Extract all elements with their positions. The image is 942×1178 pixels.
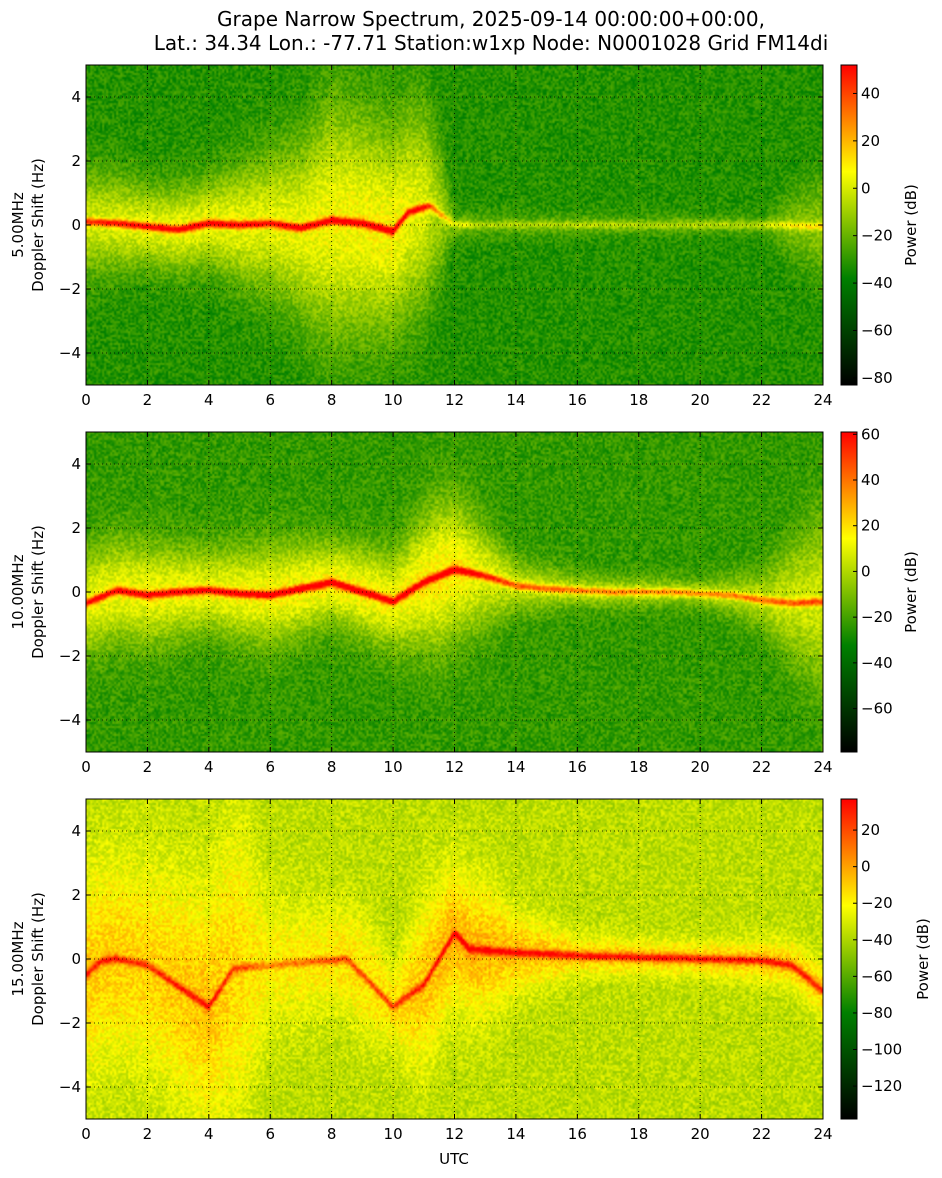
y-tick-label: −2 bbox=[59, 280, 81, 298]
y-tick-label: 4 bbox=[71, 455, 81, 473]
colorbar-gradient bbox=[840, 431, 858, 753]
y-axis-label: Doppler Shift (Hz) bbox=[29, 892, 47, 1026]
x-tick-label: 12 bbox=[445, 391, 464, 409]
figure-title-line-2: Lat.: 34.34 Lon.: -77.71 Station:w1xp No… bbox=[154, 31, 829, 55]
x-axis-label: UTC bbox=[439, 1150, 469, 1168]
colorbar-tick-label: 0 bbox=[861, 562, 871, 580]
x-tick-label: 2 bbox=[143, 391, 153, 409]
x-tick-label: 24 bbox=[813, 391, 832, 409]
y-tick-label: 4 bbox=[71, 822, 81, 840]
y-tick-label: −4 bbox=[59, 711, 81, 729]
colorbar-tick-label: 40 bbox=[861, 471, 880, 489]
y-tick-label: −2 bbox=[59, 647, 81, 665]
colorbar-tick-label: 0 bbox=[861, 858, 871, 876]
colorbar-gradient bbox=[840, 798, 858, 1120]
colorbar-tick-label: 20 bbox=[861, 517, 880, 535]
x-tick-label: 16 bbox=[568, 1125, 587, 1143]
colorbar-tick-label: −60 bbox=[861, 700, 893, 718]
x-tick-label: 14 bbox=[506, 1125, 525, 1143]
colorbar: 40 20 0 −20 −40 −60 −80 Power (dB) bbox=[840, 64, 920, 387]
x-tick-label: 8 bbox=[327, 758, 337, 776]
y-tick-label: 4 bbox=[71, 88, 81, 106]
x-tick-label: 8 bbox=[327, 391, 337, 409]
x-tick-label: 22 bbox=[752, 391, 771, 409]
y-tick-label: −4 bbox=[59, 344, 81, 362]
y-tick-label: −4 bbox=[59, 1078, 81, 1096]
x-tick-label: 6 bbox=[265, 391, 275, 409]
figure-title-line-1: Grape Narrow Spectrum, 2025-09-14 00:00:… bbox=[217, 7, 765, 31]
colorbar-tick-label: −20 bbox=[861, 227, 893, 245]
x-tick-label: 20 bbox=[691, 391, 710, 409]
x-tick-label: 18 bbox=[629, 391, 648, 409]
x-tick-label: 22 bbox=[752, 758, 771, 776]
x-tick-label: 8 bbox=[327, 1125, 337, 1143]
colorbar-tick-label: −20 bbox=[861, 608, 893, 626]
frequency-label: 15.00MHz bbox=[9, 921, 27, 996]
x-tick-label: 0 bbox=[81, 1125, 91, 1143]
x-tick-label: 12 bbox=[445, 1125, 464, 1143]
x-tick-label: 22 bbox=[752, 1125, 771, 1143]
y-tick-label: 2 bbox=[71, 519, 81, 537]
colorbar-label: Power (dB) bbox=[902, 551, 920, 633]
x-tick-label: 6 bbox=[265, 758, 275, 776]
colorbar-tick-label: −80 bbox=[861, 1004, 893, 1022]
x-tick-label: 10 bbox=[384, 758, 403, 776]
x-tick-label: 10 bbox=[384, 1125, 403, 1143]
x-tick-label: 0 bbox=[81, 758, 91, 776]
colorbar-tick-label: 0 bbox=[861, 179, 871, 197]
x-tick-label: 10 bbox=[384, 391, 403, 409]
y-tick-label: 2 bbox=[71, 886, 81, 904]
frequency-label: 10.00MHz bbox=[9, 554, 27, 629]
y-tick-label: 0 bbox=[71, 216, 81, 234]
colorbar-tick-label: −20 bbox=[861, 894, 893, 912]
x-tick-label: 4 bbox=[204, 1125, 214, 1143]
colorbar-tick-label: 20 bbox=[861, 821, 880, 839]
x-tick-label: 20 bbox=[691, 1125, 710, 1143]
y-tick-label: 0 bbox=[71, 583, 81, 601]
x-tick-label: 14 bbox=[506, 758, 525, 776]
colorbar-tick-label: −120 bbox=[861, 1077, 902, 1095]
colorbar-tick-label: −80 bbox=[861, 369, 893, 387]
colorbar: 60 40 20 0 −20 −40 −60 Power (dB) bbox=[840, 425, 920, 753]
x-tick-label: 16 bbox=[568, 758, 587, 776]
x-tick-label: 2 bbox=[143, 758, 153, 776]
colorbar: 20 0 −20 −40 −60 −80 −100 −120 Power (dB) bbox=[840, 798, 932, 1120]
x-tick-label: 0 bbox=[81, 391, 91, 409]
colorbar-tick-label: −40 bbox=[861, 654, 893, 672]
x-tick-label: 16 bbox=[568, 391, 587, 409]
colorbar-tick-label: −60 bbox=[861, 321, 893, 339]
colorbar-label: Power (dB) bbox=[902, 184, 920, 266]
x-tick-label: 4 bbox=[204, 391, 214, 409]
x-tick-label: 18 bbox=[629, 1125, 648, 1143]
x-tick-label: 24 bbox=[813, 758, 832, 776]
x-tick-label: 24 bbox=[813, 1125, 832, 1143]
colorbar-tick-label: 20 bbox=[861, 132, 880, 150]
y-tick-label: 0 bbox=[71, 950, 81, 968]
x-tick-label: 2 bbox=[143, 1125, 153, 1143]
colorbar-gradient bbox=[840, 64, 858, 386]
colorbar-label: Power (dB) bbox=[914, 918, 932, 1000]
x-tick-label: 4 bbox=[204, 758, 214, 776]
y-axis-label: Doppler Shift (Hz) bbox=[29, 525, 47, 659]
colorbar-tick-label: −60 bbox=[861, 967, 893, 985]
x-tick-label: 18 bbox=[629, 758, 648, 776]
colorbar-tick-label: −100 bbox=[861, 1041, 902, 1059]
colorbar-tick-label: 40 bbox=[861, 84, 880, 102]
y-tick-label: 2 bbox=[71, 152, 81, 170]
x-tick-label: 12 bbox=[445, 758, 464, 776]
colorbar-tick-label: 60 bbox=[861, 425, 880, 443]
colorbar-tick-label: −40 bbox=[861, 931, 893, 949]
x-tick-label: 14 bbox=[506, 391, 525, 409]
x-tick-label: 6 bbox=[265, 1125, 275, 1143]
y-tick-label: −2 bbox=[59, 1014, 81, 1032]
x-tick-label: 20 bbox=[691, 758, 710, 776]
y-axis-label: Doppler Shift (Hz) bbox=[29, 158, 47, 292]
frequency-label: 5.00MHz bbox=[9, 192, 27, 258]
colorbar-tick-label: −40 bbox=[861, 274, 893, 292]
